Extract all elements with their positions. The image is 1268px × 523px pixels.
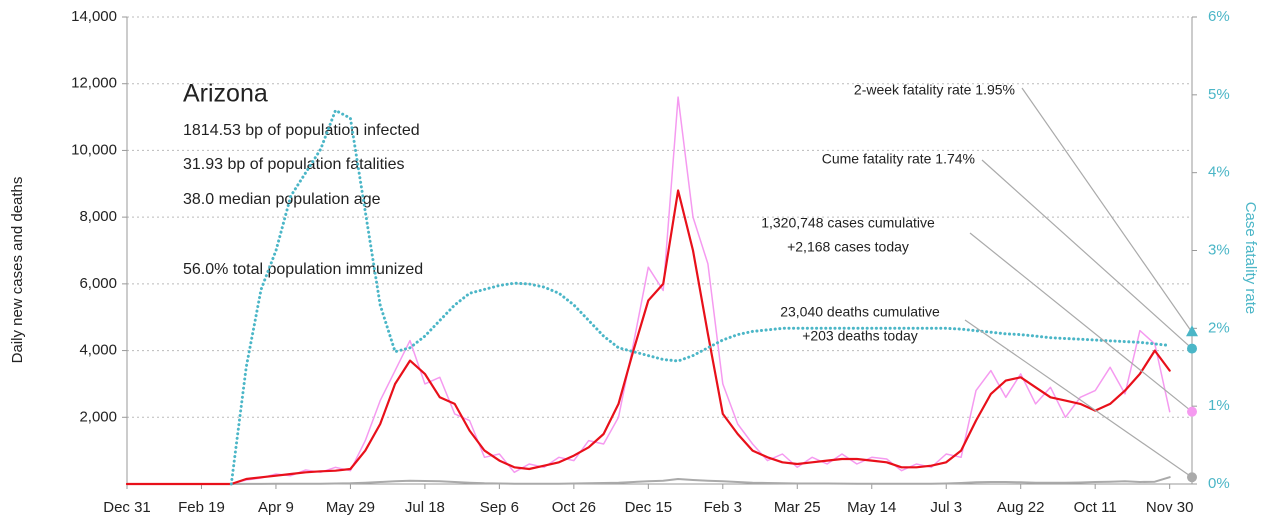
x-tick-label: Dec 15 <box>625 499 673 516</box>
y-tick-label: 4,000 <box>79 342 117 359</box>
series-line <box>126 476 1171 485</box>
annotation-text: Cume fatality rate 1.74% <box>822 151 975 167</box>
end-marker <box>1187 406 1197 417</box>
y-tick-label: 12,000 <box>71 75 117 92</box>
x-tick-label: May 14 <box>847 499 896 516</box>
annotation-text: 23,040 deaths cumulative <box>780 304 940 320</box>
y-tick-label: 2,000 <box>79 408 117 425</box>
x-tick-label: Dec 31 <box>103 499 151 516</box>
x-tick-label: Feb 19 <box>178 499 225 516</box>
annotation-text: +203 deaths today <box>802 328 918 344</box>
end-marker <box>1187 343 1197 354</box>
x-tick-label: Oct 26 <box>552 499 596 516</box>
info-line: 31.93 bp of population fatalities <box>183 156 405 173</box>
end-marker <box>1186 325 1198 337</box>
x-tick-label: May 29 <box>326 499 375 516</box>
x-tick-label: Apr 9 <box>258 499 294 516</box>
annotation-connector <box>964 319 1193 478</box>
annotation-connector <box>981 159 1193 350</box>
info-line: 38.0 median population age <box>183 191 381 208</box>
x-tick-label: Sep 6 <box>480 499 519 516</box>
y2-tick-label: 6% <box>1208 8 1230 25</box>
annotation-text: 1,320,748 cases cumulative <box>761 215 935 231</box>
annotation-connector <box>1021 87 1193 333</box>
y2-tick-label: 0% <box>1208 475 1230 492</box>
y2-tick-label: 2% <box>1208 319 1230 336</box>
x-tick-label: Aug 22 <box>997 499 1045 516</box>
x-tick-label: Oct 11 <box>1074 499 1117 516</box>
series-line <box>125 189 1171 486</box>
annotation-connector <box>969 232 1193 413</box>
x-tick-label: Jul 3 <box>930 499 962 516</box>
x-tick-label: Feb 3 <box>704 499 742 516</box>
y-tick-label: 10,000 <box>71 141 117 158</box>
info-line: 56.0% total population immunized <box>183 261 423 278</box>
y2-tick-label: 3% <box>1208 241 1230 258</box>
y2-axis-label: Case fatality rate <box>1242 202 1259 315</box>
y2-tick-label: 5% <box>1208 86 1230 103</box>
x-tick-label: Nov 30 <box>1146 499 1194 516</box>
annotation-text: +2,168 cases today <box>787 239 909 255</box>
state-title: Arizona <box>183 80 268 108</box>
end-marker <box>1187 472 1197 483</box>
x-tick-label: Jul 18 <box>405 499 445 516</box>
x-tick-label: Mar 25 <box>774 499 821 516</box>
y-tick-label: 14,000 <box>71 8 117 25</box>
y2-tick-label: 1% <box>1208 397 1230 414</box>
annotation-text: 2-week fatality rate 1.95% <box>854 82 1015 98</box>
info-line: 1814.53 bp of population infected <box>183 122 420 139</box>
y-tick-label: 6,000 <box>79 275 117 292</box>
y-tick-label: 8,000 <box>79 208 117 225</box>
series-line <box>126 96 1171 485</box>
series-line <box>229 108 1172 486</box>
y2-tick-label: 4% <box>1208 164 1230 181</box>
y-axis-label: Daily new cases and deaths <box>9 177 26 364</box>
